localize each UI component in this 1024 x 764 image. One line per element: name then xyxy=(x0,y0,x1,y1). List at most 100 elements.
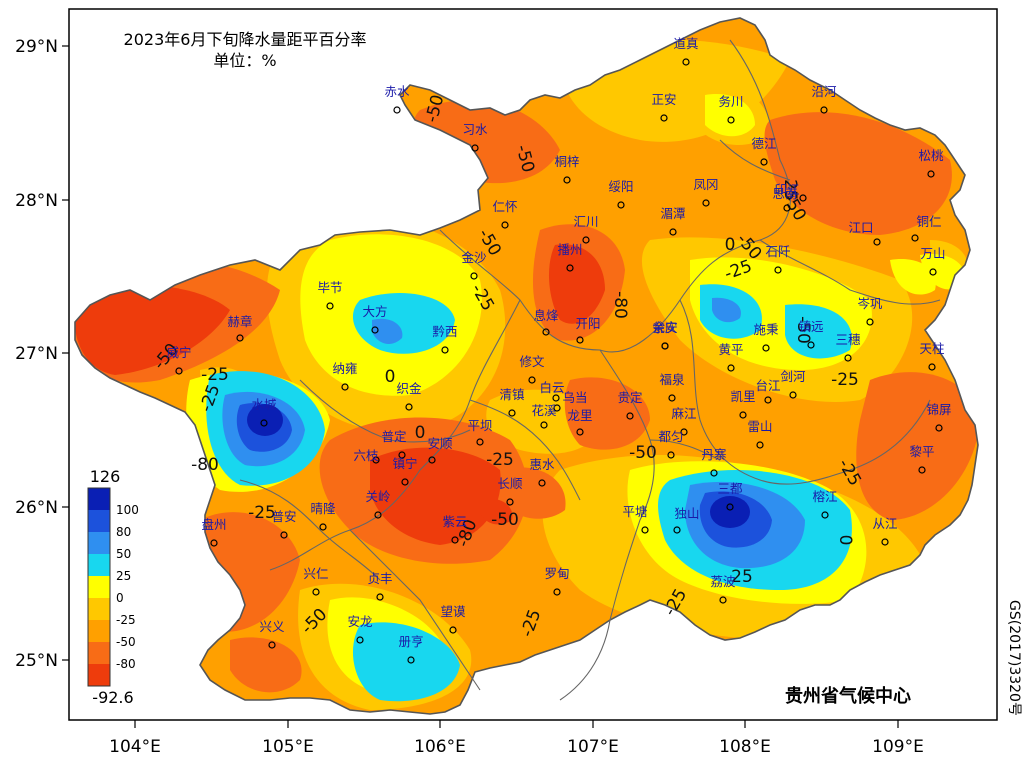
station-label: 施秉 xyxy=(753,322,779,337)
station-label: 赫章 xyxy=(227,314,252,329)
station-label: 独山 xyxy=(674,506,699,521)
station-label: 德江 xyxy=(751,136,776,151)
station-dot xyxy=(710,469,718,477)
contour-label: 0 xyxy=(835,535,855,546)
station-dot xyxy=(401,478,409,486)
contour-label: 0 xyxy=(415,423,426,443)
station-label: 习水 xyxy=(462,122,488,137)
contour-label: -25 xyxy=(486,450,514,470)
station-dot xyxy=(449,626,457,634)
station-dot xyxy=(280,531,288,539)
station-label: 凯里 xyxy=(730,389,755,404)
station-label: 从江 xyxy=(872,516,897,531)
station-label: 晴隆 xyxy=(310,501,336,516)
station-label: 播州 xyxy=(557,242,582,257)
station-dot xyxy=(774,266,782,274)
legend: 126 -92.6 100 80 50 25 0 -25 -50 -80 xyxy=(87,467,139,707)
station-dot xyxy=(617,201,625,209)
station-label: 松桃 xyxy=(918,148,944,163)
station-label: 桐梓 xyxy=(554,154,579,169)
map-unit: 单位：% xyxy=(213,51,276,70)
station-label: 普安 xyxy=(271,509,296,524)
province-outline xyxy=(74,17,979,715)
station-dot xyxy=(719,596,727,604)
station-label: 盘州 xyxy=(201,517,226,532)
station-dot xyxy=(506,498,514,506)
station-dot xyxy=(538,479,546,487)
station-label: 织金 xyxy=(396,381,422,396)
station-label: 沿河 xyxy=(811,84,837,99)
station-dot xyxy=(563,176,571,184)
station-label: 凤冈 xyxy=(693,177,718,192)
station-dot xyxy=(682,58,690,66)
station-label: 安顺 xyxy=(427,436,452,451)
station-label: 锦屏 xyxy=(926,402,951,417)
station-label: 铜仁 xyxy=(916,214,941,229)
contour-label: -80 xyxy=(191,455,219,475)
station-dot xyxy=(405,403,413,411)
lat-tick-label: 26°N xyxy=(15,498,58,518)
station-dot xyxy=(210,539,218,547)
station-label: 都匀 xyxy=(658,429,683,444)
station-dot xyxy=(428,456,436,464)
station-label: 安龙 xyxy=(347,614,372,629)
station-label: 兴义 xyxy=(259,619,285,634)
station-dot xyxy=(470,272,478,280)
lat-tick-label: 27°N xyxy=(15,344,58,364)
lon-tick-label: 105°E xyxy=(262,737,314,757)
station-label: 剑河 xyxy=(780,369,806,384)
station-dot xyxy=(668,394,676,402)
station-dot xyxy=(669,228,677,236)
contour-label: -50 xyxy=(491,510,519,530)
station-label: 三都 xyxy=(717,481,743,496)
legend-tick-label: 80 xyxy=(116,525,131,539)
legend-tick-label: 50 xyxy=(116,547,131,561)
legend-tick-label: 100 xyxy=(116,503,139,517)
station-dot xyxy=(356,636,364,644)
station-label: 惠水 xyxy=(529,457,555,472)
station-dot xyxy=(326,302,334,310)
station-label: 修文 xyxy=(519,354,545,369)
station-label: 镇远 xyxy=(798,319,824,334)
legend-swatch xyxy=(88,532,110,554)
station-dot xyxy=(528,376,536,384)
station-label: 大方 xyxy=(362,304,387,319)
station-label: 普定 xyxy=(381,429,406,444)
station-label: 息烽 xyxy=(533,308,559,323)
station-label: 贞丰 xyxy=(367,571,392,586)
station-label: 镇宁 xyxy=(392,456,417,471)
station-dot xyxy=(783,204,791,212)
legend-swatch xyxy=(88,664,110,686)
lon-tick-label: 104°E xyxy=(109,737,161,757)
station-dot xyxy=(929,268,937,276)
station-label: 册亨 xyxy=(398,634,423,649)
contour-label: -50 xyxy=(793,316,813,344)
approval-number: GS(2017)3320号 xyxy=(1006,600,1022,716)
station-dot xyxy=(441,346,449,354)
contour-label: 25 xyxy=(731,567,753,587)
credit-label: 贵州省气候中心 xyxy=(785,685,911,707)
station-label: 黎平 xyxy=(909,444,934,459)
station-label: 麻江 xyxy=(671,406,696,421)
station-dot xyxy=(451,536,459,544)
legend-tick-label: 25 xyxy=(116,569,131,583)
station-dot xyxy=(680,428,688,436)
station-dot xyxy=(260,419,268,427)
station-dot xyxy=(661,342,669,350)
station-dot xyxy=(398,451,406,459)
station-label: 紫云 xyxy=(442,514,467,529)
legend-min-label: -92.6 xyxy=(92,688,133,707)
station-label: 余庆 xyxy=(652,320,678,335)
station-label: 雷山 xyxy=(747,419,772,434)
station-dot xyxy=(760,158,768,166)
station-dot xyxy=(727,364,735,372)
station-dot xyxy=(476,438,484,446)
station-dot xyxy=(911,234,919,242)
station-dot xyxy=(501,221,509,229)
station-dot xyxy=(702,199,710,207)
legend-swatch xyxy=(88,510,110,532)
station-label: 榕江 xyxy=(812,489,837,504)
station-dot xyxy=(641,526,649,534)
lon-tick-label: 107°E xyxy=(567,737,619,757)
